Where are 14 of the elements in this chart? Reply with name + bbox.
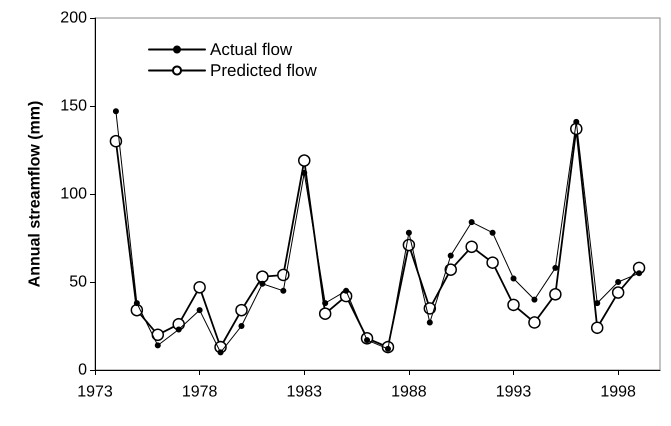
y-tick-label: 50 xyxy=(69,274,88,290)
x-tick-label: 1998 xyxy=(600,384,636,400)
x-tick-label: 1993 xyxy=(496,384,532,400)
y-axis-title: Annual streamflow (mm) xyxy=(26,100,44,288)
legend-label: Actual flow xyxy=(210,40,293,59)
y-tick-label: 0 xyxy=(78,362,88,378)
legend-label: Predicted flow xyxy=(210,61,318,80)
y-tick-label: 100 xyxy=(60,186,88,202)
x-tick-label: 1973 xyxy=(77,384,113,400)
y-tick-label: 200 xyxy=(60,10,88,26)
x-tick-label: 1988 xyxy=(391,384,427,400)
y-tick-label: 150 xyxy=(60,98,88,114)
x-tick-label: 1978 xyxy=(182,384,218,400)
x-tick-label: 1983 xyxy=(286,384,322,400)
